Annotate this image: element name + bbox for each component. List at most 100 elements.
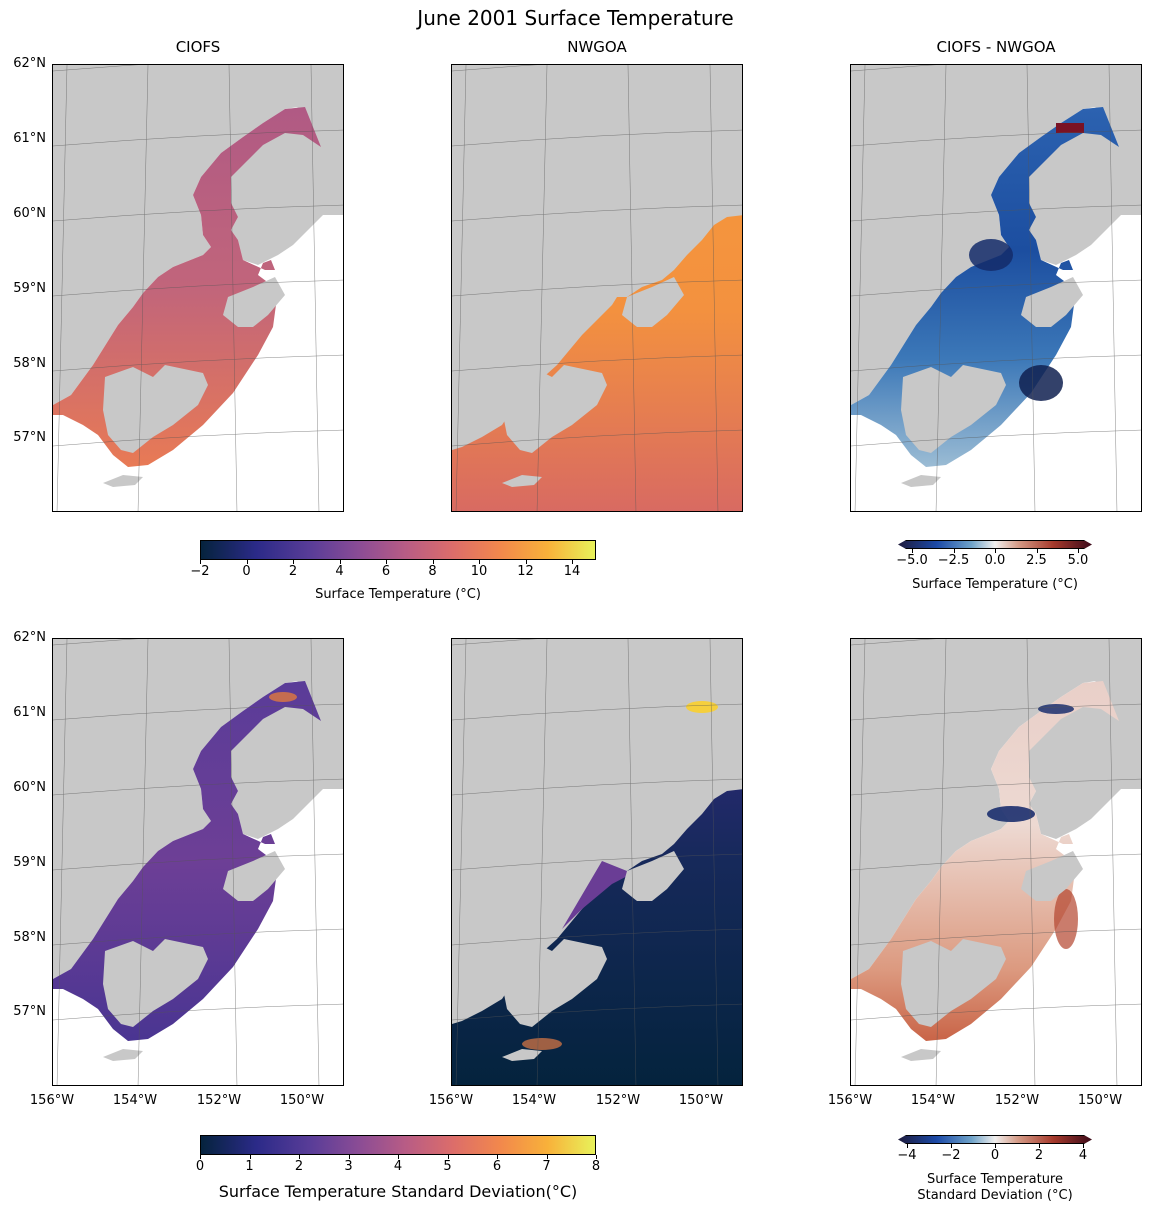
lon-line [1108, 639, 1118, 1085]
colorbar-tick [1036, 549, 1038, 553]
colorbar-tick-label: 4 [1078, 1148, 1088, 1163]
map-svg [53, 65, 343, 511]
lat-line [53, 703, 343, 721]
colorbar-tick [546, 1155, 548, 1159]
barren-islands [103, 1049, 143, 1061]
lon-line [56, 65, 68, 511]
colorbar-label-temp-diff: Surface Temperature (°C) [912, 577, 1078, 592]
lat-line [53, 1003, 343, 1021]
lat-line [851, 639, 936, 646]
colorbar-tick [907, 1144, 908, 1148]
colorbar-tick-label: 5.0 [1067, 553, 1089, 568]
lat-line [452, 65, 537, 72]
colorbar-tick [200, 560, 201, 564]
lon-label: 150°W [1077, 1093, 1123, 1108]
lat-line [452, 129, 742, 147]
colorbar-tick-label: 6 [492, 1159, 502, 1174]
lat-line [851, 279, 1141, 297]
lat-line [53, 354, 343, 372]
lat-label: 62°N [13, 630, 46, 645]
colorbar-tick [572, 560, 573, 564]
kodiak-island [901, 939, 1006, 1027]
lat-line [851, 65, 936, 72]
colorbar-tick-label: 12 [517, 564, 534, 579]
colorbar-tick [1039, 1144, 1040, 1148]
colorbar-tick-label: 2 [288, 564, 298, 579]
lon-label: 150°W [279, 1093, 325, 1108]
peninsula [622, 851, 684, 901]
colorbar-tick [398, 1155, 399, 1159]
lat-line [452, 853, 742, 871]
lon-line [536, 65, 548, 511]
colorbar-temp [200, 540, 596, 560]
colorbar-tick [348, 1155, 350, 1159]
colorbar-tick [1083, 1144, 1084, 1148]
colorbar-tick-label: 2.5 [1026, 553, 1047, 568]
colorbar-tick-label: 2 [1034, 1148, 1044, 1163]
positive-anomaly [1054, 889, 1078, 949]
lat-line [53, 928, 343, 946]
colorbar-tick-label: 2 [294, 1159, 304, 1174]
lon-line [455, 639, 467, 1085]
barren-islands [901, 475, 941, 487]
lat-line [452, 639, 537, 646]
map-svg [452, 639, 742, 1085]
barren-islands [502, 475, 542, 487]
lon-line [709, 639, 719, 1085]
lat-line [851, 1003, 1141, 1021]
colorbar-tick [447, 1155, 449, 1159]
barren-islands [502, 1049, 542, 1061]
peninsula [1021, 851, 1083, 901]
lon-label: 156°W [428, 1093, 474, 1108]
colorbar-label-temp: Surface Temperature (°C) [315, 587, 481, 602]
peninsula [1021, 277, 1083, 327]
colorbar-tick-label: 7 [542, 1159, 551, 1174]
map-svg [851, 639, 1141, 1085]
lon-line [854, 639, 866, 1085]
colorbar-tick [299, 1155, 300, 1159]
graticule [851, 65, 1141, 511]
lat-line [851, 129, 1141, 147]
colorbar-tick-label: 1 [245, 1159, 254, 1174]
map-svg [851, 65, 1141, 511]
map-svg [53, 639, 343, 1085]
lat-line [452, 1003, 742, 1021]
lat-line [53, 778, 343, 796]
lon-line [137, 65, 149, 511]
colorbar-tick-label: 5 [443, 1159, 452, 1174]
lat-line [53, 639, 138, 646]
lat-line [851, 853, 1141, 871]
lon-line [854, 65, 866, 511]
lat-line [851, 429, 1141, 447]
panel-title-0: CIOFS [175, 38, 221, 56]
lat-label: 59°N [13, 281, 46, 296]
lat-line [851, 778, 1141, 796]
panel-title-2: CIOFS - NWGOA [936, 38, 1056, 56]
colorbar-tick [1078, 549, 1079, 553]
lon-line [310, 65, 320, 511]
colorbar-tick [432, 560, 434, 564]
lon-line [627, 65, 637, 511]
lon-line [455, 65, 467, 511]
peninsula [223, 851, 285, 901]
colorbar-tick-label: −2 [941, 1148, 961, 1163]
colorbar-tick-label: 0.0 [984, 553, 1006, 568]
lon-label: 152°W [994, 1093, 1040, 1108]
lon-label: 156°W [29, 1093, 75, 1108]
warm-anomaly [1056, 123, 1084, 133]
lat-line [452, 778, 742, 796]
lon-line [935, 65, 947, 511]
colorbar-tick [246, 560, 248, 564]
kodiak-island [103, 365, 208, 453]
colorbar-tick [339, 560, 341, 564]
lat-line [53, 429, 343, 447]
land [851, 65, 1141, 405]
lon-line [627, 639, 637, 1085]
lon-label: 152°W [595, 1093, 641, 1108]
colorbar-label-std-diff-1: Surface Temperature [926, 1172, 1063, 1187]
kodiak-island [502, 939, 607, 1027]
lat-label: 60°N [13, 780, 46, 795]
lat-line [53, 129, 343, 147]
figure-title: June 2001 Surface Temperature [417, 6, 734, 30]
colorbar-tick [479, 560, 480, 564]
